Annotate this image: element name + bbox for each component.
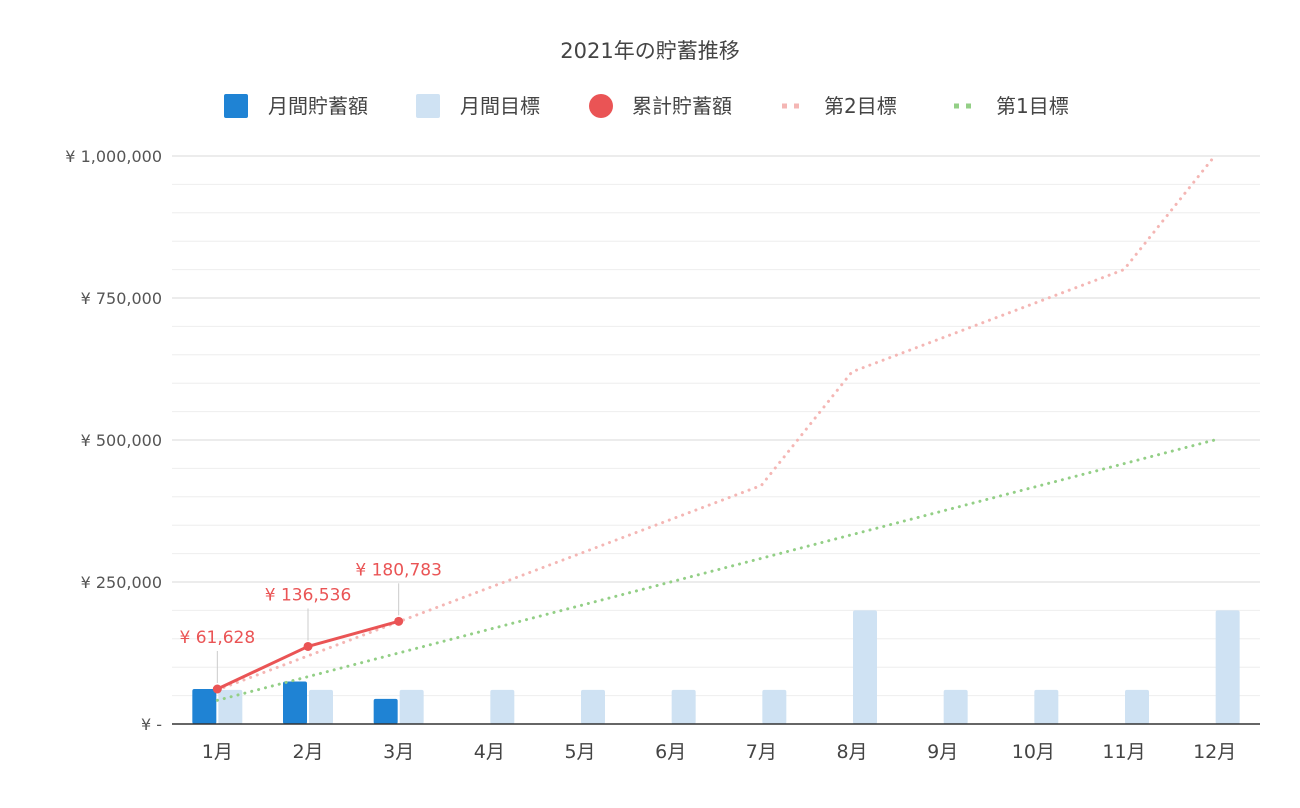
bar-月間貯蓄額-3月 [373, 698, 398, 724]
chart-title: 2021年の貯蓄推移 [560, 39, 739, 63]
bar-月間貯蓄額-1月 [192, 688, 217, 724]
x-tick-label: 2月 [292, 741, 323, 763]
y-axis: ¥ - ¥ 250,000 ¥ 500,000 ¥ 750,000 ¥ 1,000,00… [65, 147, 162, 734]
data-label: ¥ 180,783 [355, 560, 442, 580]
legend-item-月間貯蓄額: 月間貯蓄額 [224, 94, 368, 118]
data-label: ¥ 61,628 [179, 628, 255, 648]
gridlines [172, 155, 1260, 697]
bar-月間目標-2月 [309, 689, 333, 724]
legend-label: 第2目標 [824, 94, 897, 118]
x-tick-label: 8月 [836, 741, 867, 763]
bar-月間目標-7月 [762, 689, 787, 724]
legend-label: 累計貯蓄額 [632, 94, 732, 118]
x-tick-label: 12月 [1193, 741, 1236, 763]
x-tick-label: 6月 [655, 741, 686, 763]
y-tick-label: ¥ - [141, 715, 162, 734]
bar-月間目標-3月 [399, 689, 424, 724]
x-tick-label: 7月 [746, 741, 777, 763]
bar-月間貯蓄額-2月 [283, 681, 307, 724]
data-label: ¥ 136,536 [265, 585, 352, 605]
y-tick-label: ¥ 250,000 [81, 573, 162, 592]
point-累計貯蓄額 [394, 616, 404, 626]
x-tick-label: 10月 [1012, 741, 1055, 763]
x-tick-label: 4月 [474, 741, 505, 763]
bars [192, 610, 1240, 724]
x-tick-label: 3月 [383, 741, 414, 763]
legend-label: 月間目標 [460, 94, 540, 118]
line-第2目標 [215, 154, 1217, 692]
bar-月間目標-5月 [581, 689, 605, 724]
x-axis: 1月 2月 3月 4月 5月 6月 7月 8月 9月 10月 11月 12月 [172, 723, 1260, 763]
legend-item-月間目標: 月間目標 [416, 94, 540, 118]
x-tick-label: 11月 [1102, 741, 1145, 763]
legend-item-第2目標: 第2目標 [782, 94, 897, 118]
bar-月間目標-9月 [943, 689, 968, 724]
legend-item-第1目標: 第1目標 [954, 94, 1069, 118]
legend-label: 月間貯蓄額 [268, 94, 368, 118]
legend-swatch [416, 94, 440, 118]
line-第1目標 [215, 438, 1217, 702]
legend-item-累計貯蓄額: 累計貯蓄額 [589, 94, 732, 118]
legend: 月間貯蓄額 月間目標 累計貯蓄額 第2目標 第1目標 [224, 94, 1069, 118]
point-累計貯蓄額 [303, 641, 313, 651]
x-tick-label: 9月 [927, 741, 958, 763]
bar-月間目標-12月 [1215, 610, 1240, 724]
legend-swatch [224, 94, 248, 118]
bar-月間目標-4月 [490, 689, 515, 724]
x-tick-label: 1月 [202, 741, 233, 763]
y-tick-label: ¥ 500,000 [81, 431, 162, 450]
x-tick-label: 5月 [564, 741, 595, 763]
lines [212, 154, 1217, 702]
bar-月間目標-8月 [853, 610, 877, 724]
y-tick-label: ¥ 750,000 [81, 289, 162, 308]
legend-label: 第1目標 [996, 94, 1069, 118]
legend-swatch [589, 94, 613, 118]
data-labels: ¥ 61,628 ¥ 136,536¥ 180,783 [179, 560, 442, 683]
bar-月間目標-6月 [671, 689, 696, 724]
point-累計貯蓄額 [212, 684, 222, 694]
bar-月間目標-10月 [1034, 689, 1059, 724]
y-tick-label: ¥ 1,000,000 [65, 147, 162, 166]
bar-月間目標-11月 [1125, 689, 1149, 724]
